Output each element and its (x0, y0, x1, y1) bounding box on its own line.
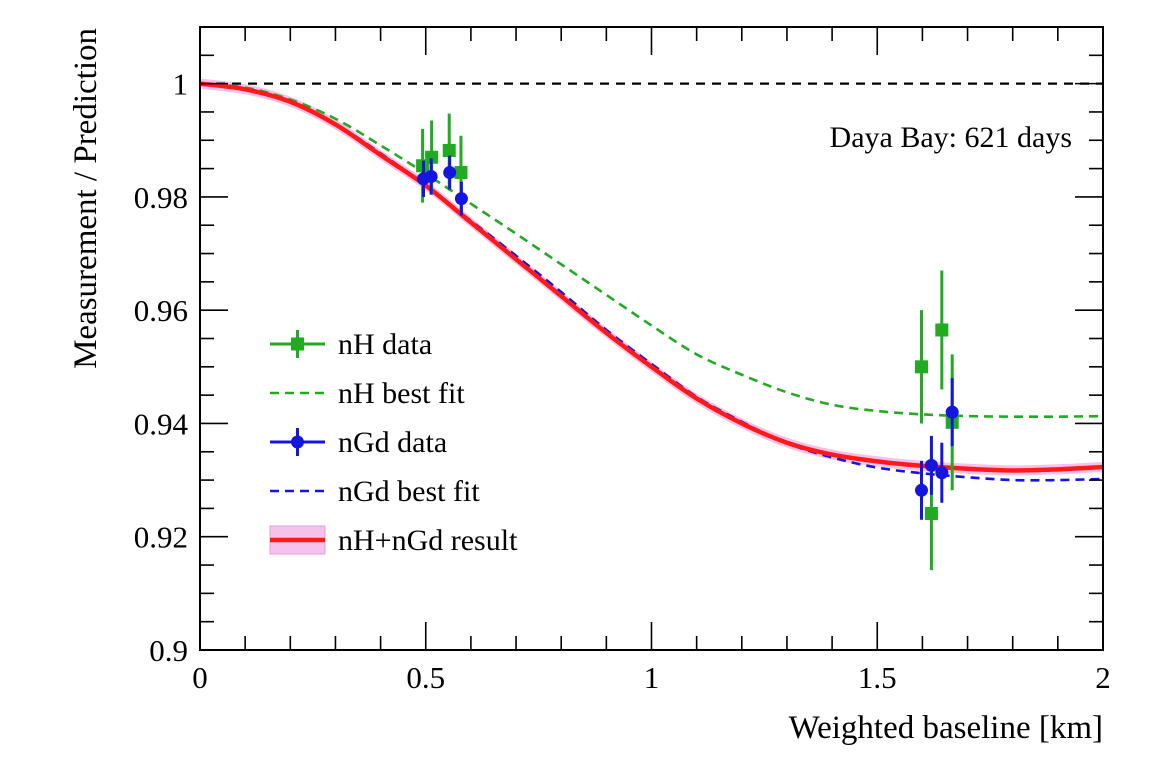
series-0-marker-5 (924, 507, 938, 521)
series-2-marker-5 (924, 458, 938, 472)
series-0-marker-1 (425, 150, 439, 164)
legend-swatch-marker-2 (291, 435, 304, 449)
legend-entry-2: nGd data (270, 426, 447, 459)
legend-label-0: nH data (338, 328, 432, 361)
series-4-curve (199, 81, 1104, 473)
x-axis-title: Weighted baseline [km] (789, 710, 1103, 746)
legend-label-1: nH best fit (338, 377, 465, 410)
x-tick-label-3: 1.5 (858, 660, 897, 695)
y-tick-label-0: 0.9 (149, 633, 188, 668)
legend-label-4: nH+nGd result (338, 524, 518, 557)
series-2-marker-7 (945, 405, 959, 419)
data-point-layer (416, 113, 959, 571)
annotation-label: Daya Bay: 621 days (830, 121, 1072, 154)
legend-label-3: nGd best fit (338, 475, 480, 508)
curve-layer (199, 81, 1104, 482)
legend-entry-4: nH+nGd result (269, 524, 518, 557)
y-tick-label-4: 0.98 (134, 180, 188, 215)
legend-label-2: nGd data (338, 426, 447, 459)
x-tick-label-0: 0 (192, 660, 208, 695)
series-0-marker-3 (454, 166, 468, 180)
series-2-marker-1 (424, 170, 438, 184)
x-tick-label-4: 2 (1095, 660, 1111, 695)
series-2-marker-3 (454, 192, 468, 206)
y-tick-label-2: 0.94 (134, 406, 189, 441)
series-2-marker-6 (935, 466, 949, 480)
series-2-marker-2 (443, 166, 457, 180)
legend: nH data nH best fit nGd data nGd best fit nH… (269, 328, 518, 557)
legend-entry-3: nGd best fit (270, 475, 480, 508)
axes-layer: 0 0.5 1 1.5 2 0.9 0.92 0.94 0.96 0.98 1 (134, 26, 1111, 695)
x-tick-label-1: 0.5 (406, 660, 445, 695)
y-tick-label-1: 0.92 (134, 520, 188, 555)
y-axis-title: Measurement / Prediction (68, 28, 104, 369)
y-tick-label-5: 1 (173, 67, 189, 102)
legend-entry-1: nH best fit (270, 377, 465, 410)
x-tick-label-2: 1 (644, 660, 660, 695)
series-0-marker-2 (442, 143, 456, 157)
y-tick-label-3: 0.96 (134, 293, 188, 328)
legend-swatch-marker-0 (291, 337, 304, 351)
legend-entry-0: nH data (270, 328, 432, 361)
series-0-marker-4 (914, 360, 928, 374)
series-0-marker-6 (935, 323, 949, 337)
series-2-marker-4 (914, 483, 928, 497)
